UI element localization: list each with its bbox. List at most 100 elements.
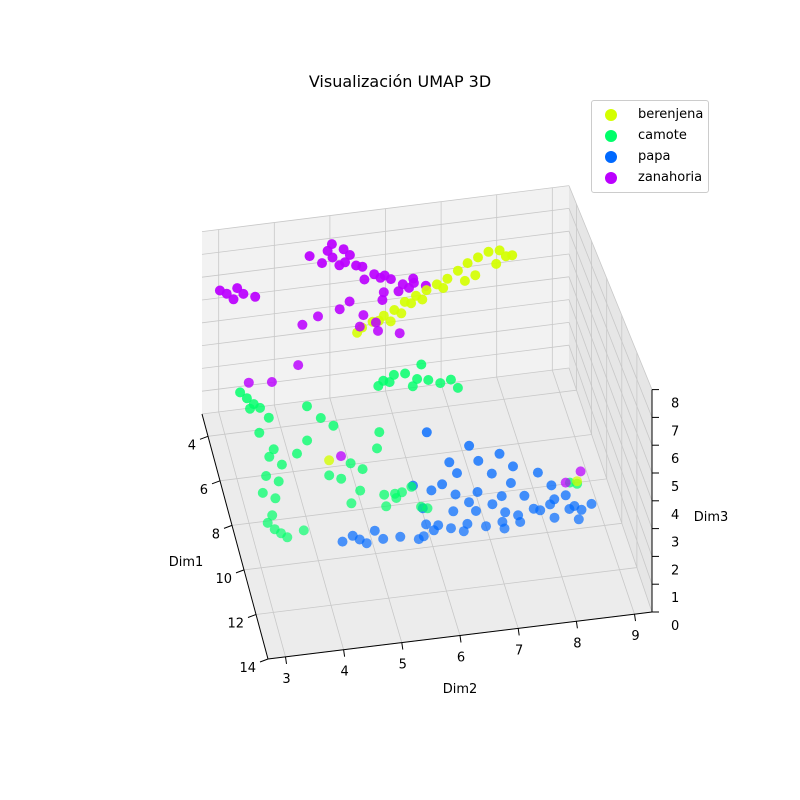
data-point-papa	[586, 498, 597, 509]
y-axis-label: Dim2	[443, 682, 478, 697]
data-point-camote	[254, 427, 265, 438]
data-point-papa	[472, 487, 483, 497]
grid-line-side-z	[568, 231, 653, 446]
z-tick-label: 3	[671, 536, 679, 551]
data-point-papa	[560, 490, 571, 501]
y-tick-label: 9	[631, 629, 639, 644]
z-tick-label: 8	[671, 397, 679, 412]
data-point-camote	[384, 377, 395, 388]
data-point-camote	[445, 374, 456, 385]
legend-label: berenjena	[638, 107, 704, 122]
data-point-papa	[464, 497, 474, 508]
data-point-berenjena	[421, 285, 432, 296]
grid-line-back-z	[201, 344, 570, 392]
data-point-camote	[379, 489, 390, 500]
chart-title: Visualización UMAP 3D	[308, 72, 492, 91]
data-point-zanahoria	[340, 257, 350, 268]
data-point-papa	[473, 455, 484, 466]
y-tick	[634, 614, 636, 622]
data-point-zanahoria	[336, 451, 346, 462]
data-point-berenjena	[417, 294, 428, 305]
data-point-papa	[545, 499, 556, 510]
grid-line-floor-y	[440, 383, 519, 629]
data-point-zanahoria	[373, 325, 383, 336]
data-point-zanahoria	[344, 296, 355, 307]
data-point-zanahoria	[322, 245, 333, 256]
x-tick-label: 6	[200, 483, 208, 498]
legend: berenjena camote papa zanahoria	[591, 100, 709, 193]
data-point-zanahoria	[357, 261, 368, 272]
legend-label: camote	[638, 128, 687, 143]
data-point-zanahoria	[221, 288, 232, 299]
data-point-papa	[486, 468, 497, 479]
z-tick-label: 4	[671, 508, 679, 523]
data-point-zanahoria	[243, 377, 254, 388]
data-point-zanahoria	[338, 244, 349, 255]
data-point-camote	[406, 481, 417, 492]
legend-label: papa	[638, 149, 671, 164]
data-point-papa	[496, 491, 507, 502]
data-point-camote	[257, 487, 268, 498]
x-tick	[235, 569, 245, 574]
y-tick	[343, 649, 346, 657]
data-point-zanahoria	[377, 295, 388, 305]
data-point-berenjena	[459, 275, 470, 286]
data-point-papa	[369, 525, 380, 536]
legend-item-camote: camote	[592, 125, 708, 146]
data-point-papa	[337, 536, 348, 547]
data-point-papa	[437, 479, 448, 490]
data-point-papa	[452, 468, 462, 479]
data-point-zanahoria	[297, 319, 308, 330]
legend-label: zanahoria	[638, 170, 703, 185]
data-point-papa	[450, 489, 461, 500]
y-tick-label: 5	[399, 658, 407, 673]
data-point-papa	[576, 504, 587, 515]
data-point-berenjena	[462, 258, 473, 269]
data-point-camote	[336, 473, 347, 484]
data-point-zanahoria	[317, 258, 327, 269]
data-point-papa	[421, 519, 432, 530]
grid-line-side-z	[568, 299, 653, 529]
y-tick	[401, 642, 404, 650]
data-point-papa	[508, 461, 518, 472]
z-tick-label: 7	[671, 424, 679, 439]
x-tick-label: 10	[215, 572, 232, 587]
data-point-papa	[444, 457, 455, 468]
legend-item-papa: papa	[592, 146, 708, 167]
data-point-papa	[464, 440, 475, 451]
data-point-papa	[500, 507, 511, 518]
data-point-zanahoria	[238, 288, 249, 299]
data-point-papa	[564, 504, 575, 514]
data-point-camote	[423, 375, 434, 385]
axis-labels: Dim1 Dim2 Dim3	[169, 510, 729, 697]
x-tick-label: 12	[227, 617, 244, 632]
data-point-zanahoria	[359, 274, 370, 285]
data-point-papa	[446, 523, 456, 534]
grid-line-back-z	[201, 322, 570, 369]
data-point-camote	[412, 374, 423, 384]
y-tick-label: 7	[515, 643, 523, 658]
data-point-camote	[452, 382, 463, 393]
data-point-zanahoria	[575, 466, 586, 477]
data-point-papa	[532, 467, 543, 478]
z-tick-label: 5	[671, 480, 679, 495]
data-point-camote	[267, 510, 278, 521]
data-point-camote	[263, 412, 274, 423]
data-point-papa	[505, 478, 516, 488]
data-point-zanahoria	[370, 317, 381, 328]
data-point-zanahoria	[393, 286, 404, 297]
data-point-camote	[328, 420, 339, 431]
data-point-berenjena	[494, 245, 505, 256]
data-point-zanahoria	[228, 294, 239, 305]
data-point-zanahoria	[250, 291, 261, 302]
z-tick-label: 0	[671, 619, 679, 634]
legend-item-zanahoria: zanahoria	[592, 167, 708, 188]
legend-marker	[605, 108, 617, 121]
data-point-papa	[481, 521, 491, 532]
y-tick	[285, 656, 287, 664]
scatter-points	[214, 239, 597, 549]
grid-line-floor-y	[218, 411, 286, 658]
data-point-papa	[448, 506, 459, 517]
data-point-papa	[361, 538, 372, 549]
